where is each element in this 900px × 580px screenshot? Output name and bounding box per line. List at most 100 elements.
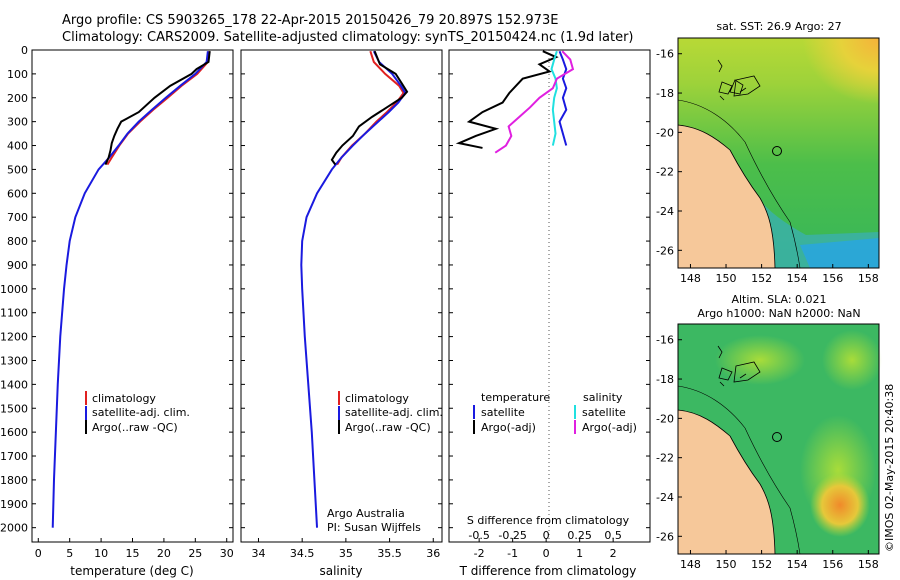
salinity-legend: climatology satellite-adj. clim. Argo(..… (338, 391, 443, 434)
depth-tick-label: 700 (7, 211, 28, 224)
reef-outline-large (733, 361, 761, 383)
temperature-series-group (51, 51, 211, 528)
lat-tick-label: -16 (656, 334, 674, 347)
sst-warm-region (740, 38, 879, 158)
legend-label-climatology: climatology (92, 392, 156, 405)
lat-tick-label: -18 (656, 373, 674, 386)
series-line-climatology (106, 51, 211, 166)
legend-label-s-argo: Argo(-adj) (582, 421, 637, 434)
depth-tick-label: 1400 (0, 378, 28, 391)
x-tick-label: 15 (126, 547, 140, 560)
salinity-x-axis: 34 34.5 35 35.5 36 (251, 538, 440, 560)
depth-tick-label: 400 (7, 140, 28, 153)
depth-tick-label: 600 (7, 187, 28, 200)
x-tick-label: 35.5 (377, 547, 402, 560)
reef-outline-large (733, 75, 761, 97)
sst-map-title: sat. SST: 26.9 Argo: 27 (716, 20, 841, 33)
legend-label-satellite: satellite-adj. clim. (345, 406, 443, 419)
depth-tick-label: 1200 (0, 331, 28, 344)
lat-tick-label: -18 (656, 87, 674, 100)
salinity-y-ticks (241, 49, 442, 529)
lon-tick-label: 156 (822, 558, 843, 571)
temperature-plot-frame (31, 49, 234, 543)
sla-longitude-axis: 148 150 152 154 156 158 (680, 550, 879, 571)
legend-label-s-satellite: satellite (582, 406, 626, 419)
x-tick-label: 0 (543, 547, 550, 560)
series-line-argo-raw-qc- (330, 50, 409, 166)
s-diff-tick-label: -0.25 (498, 529, 526, 542)
diff-series-t-satellite (558, 50, 568, 146)
salinity-series-group (300, 50, 409, 528)
argo-float-marker (772, 146, 782, 156)
series-line-satellite-adj-clim- (51, 51, 209, 528)
sla-map (677, 323, 882, 555)
difference-x-axis: -2 -1 0 1 2 (474, 538, 617, 560)
legend-label-climatology: climatology (345, 392, 409, 405)
s-diff-tick-label: 0.5 (604, 529, 622, 542)
lon-tick-label: 150 (716, 272, 737, 285)
sla-latitude-axis: -16 -18 -20 -22 -24 -26 (656, 334, 682, 543)
pi-label: PI: Susan Wijffels (327, 521, 421, 534)
lon-tick-label: 158 (858, 272, 879, 285)
lon-tick-label: 158 (858, 558, 879, 571)
x-tick-label: 34.5 (290, 547, 315, 560)
sst-cold-region (800, 238, 879, 268)
lat-tick-label: -26 (656, 244, 674, 257)
depth-tick-label: 100 (7, 68, 28, 81)
lat-tick-label: -24 (656, 491, 674, 504)
legend-label-argo: Argo(..raw -QC) (92, 421, 178, 434)
sst-map (677, 37, 880, 269)
legend-label-t-satellite: satellite (481, 406, 525, 419)
x-tick-label: 34 (251, 547, 265, 560)
x-tick-label: 1 (576, 547, 583, 560)
x-tick-label: -2 (474, 547, 485, 560)
lon-tick-label: 148 (680, 272, 701, 285)
sla-anomaly-northeast (822, 330, 882, 390)
lon-tick-label: 154 (787, 558, 808, 571)
depth-tick-label: 1900 (0, 498, 28, 511)
sla-anomaly-north (715, 335, 805, 385)
argo-float-marker (772, 432, 782, 442)
sla-map-title-line1: Altim. SLA: 0.021 (731, 293, 826, 306)
argo-australia-label: Argo Australia (327, 507, 405, 520)
legend-label-t-argo: Argo(-adj) (481, 421, 536, 434)
sla-map-title-line2: Argo h1000: NaN h2000: NaN (697, 307, 860, 320)
lon-tick-label: 156 (822, 272, 843, 285)
bathymetry-contour (677, 385, 801, 555)
depth-tick-label: 1300 (0, 354, 28, 367)
diff-series-s-argo-adj- (494, 50, 575, 154)
bathymetry-contour (677, 99, 801, 269)
x-tick-label: 2 (610, 547, 617, 560)
s-difference-label: S difference from climatology (467, 514, 630, 527)
sst-map-frame (677, 37, 880, 269)
depth-tick-label: 0 (21, 44, 28, 57)
sla-hotspot (810, 473, 870, 537)
sst-latitude-axis: -16 -18 -20 -22 -24 -26 (656, 48, 682, 257)
x-tick-label: 36 (426, 547, 440, 560)
series-line-satellite-adj-clim- (300, 50, 407, 528)
lon-tick-label: 152 (751, 272, 772, 285)
x-tick-label: 35 (339, 547, 353, 560)
lat-tick-label: -16 (656, 48, 674, 61)
salinity-difference-axis: -0.5 -0.25 0 0.25 0.5 (468, 529, 621, 542)
land-mass (677, 124, 776, 269)
temperature-legend: climatology satellite-adj. clim. Argo(..… (85, 391, 190, 434)
x-tick-label: 0 (35, 547, 42, 560)
depth-tick-label: 500 (7, 163, 28, 176)
sst-longitude-axis: 148 150 152 154 156 158 (680, 264, 879, 285)
lat-tick-label: -22 (656, 452, 674, 465)
lat-tick-label: -22 (656, 166, 674, 179)
depth-tick-label: 1800 (0, 474, 28, 487)
x-tick-label: 25 (188, 547, 202, 560)
difference-y-ticks (449, 49, 650, 529)
lon-tick-label: 150 (716, 558, 737, 571)
s-diff-tick-label: 0.25 (567, 529, 592, 542)
x-tick-label: 20 (157, 547, 171, 560)
depth-tick-label: 2000 (0, 522, 28, 535)
s-diff-tick-label: 0 (543, 529, 550, 542)
x-tick-label: 5 (66, 547, 73, 560)
difference-series-group (455, 50, 575, 154)
series-line-argo-raw-qc- (104, 51, 211, 166)
depth-tick-label: 1000 (0, 283, 28, 296)
diff-series-t-argo-adj- (455, 50, 559, 149)
